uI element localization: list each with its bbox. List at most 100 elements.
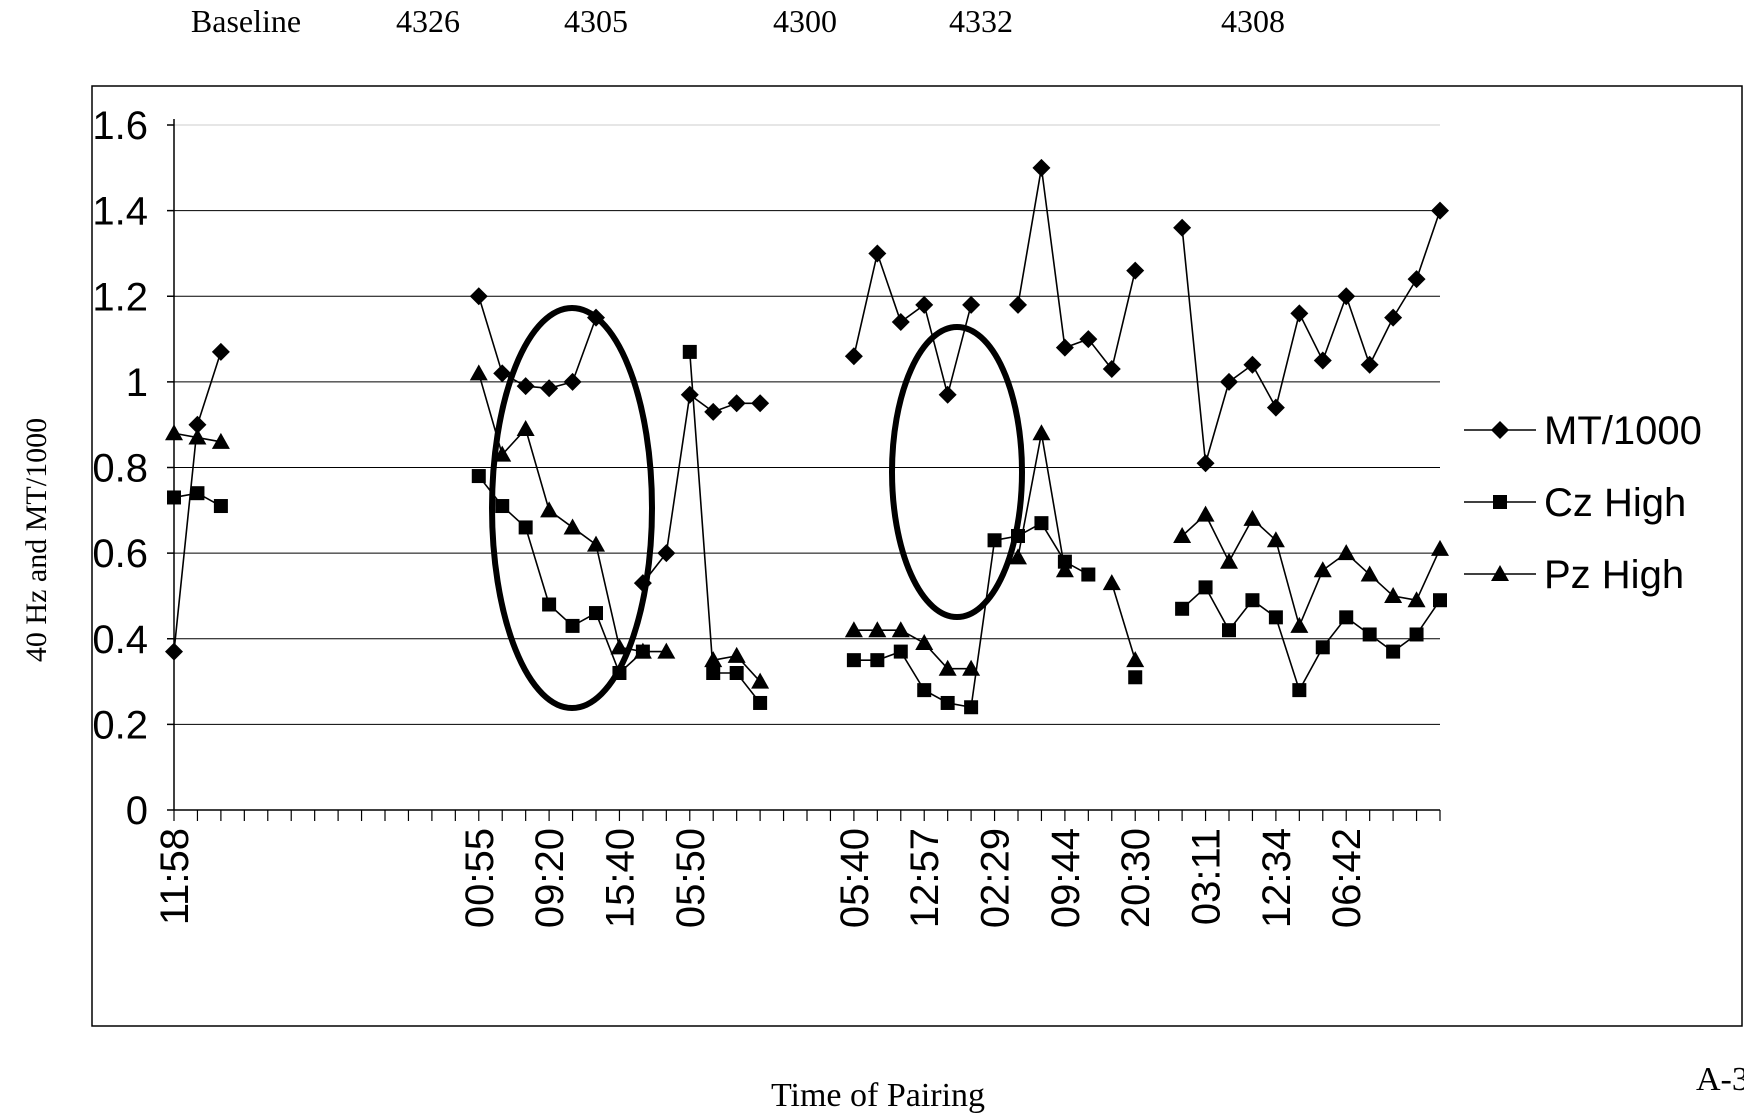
x-tick-label: 06:42 <box>1325 828 1369 928</box>
data-point <box>1407 270 1426 289</box>
series-line <box>1017 167 1137 371</box>
data-point <box>987 533 1002 548</box>
data-point <box>540 501 559 518</box>
data-point <box>1079 330 1098 349</box>
page-label: A-3 <box>1696 1061 1744 1098</box>
data-point <box>469 287 488 306</box>
data-point <box>565 618 580 633</box>
gridlines <box>174 124 1440 725</box>
data-point <box>1175 601 1190 616</box>
y-tick-label: 1 <box>126 361 148 405</box>
data-point <box>1173 218 1192 237</box>
x-tick-label: 12:57 <box>903 828 947 928</box>
data-point <box>493 445 512 462</box>
data-point <box>1386 644 1401 659</box>
series-line <box>688 351 761 704</box>
group-header: Baseline 4326 4305 4300 4332 4308 <box>191 3 1285 39</box>
legend-label: MT/1000 <box>1544 409 1702 453</box>
data-point <box>1407 591 1426 608</box>
y-tick-label: 0.4 <box>92 618 148 662</box>
data-point <box>610 638 629 655</box>
data-point <box>1220 372 1238 391</box>
legend-marker <box>1491 565 1509 581</box>
legend-label: Pz High <box>1544 553 1684 597</box>
data-point <box>1313 561 1332 578</box>
data-point <box>868 244 887 263</box>
data-point <box>1292 683 1307 698</box>
series-line <box>478 296 597 390</box>
data-point <box>657 544 676 563</box>
data-point <box>1055 338 1074 357</box>
data-point <box>516 419 535 436</box>
series-layer <box>165 158 1449 715</box>
data-point <box>1032 158 1051 177</box>
data-point <box>1431 201 1449 220</box>
data-point <box>190 486 205 501</box>
data-point <box>915 295 934 314</box>
y-tick-label: 0.8 <box>92 447 148 491</box>
data-point <box>891 312 910 331</box>
data-point <box>964 700 979 715</box>
data-point <box>213 499 228 514</box>
data-point <box>938 659 957 676</box>
data-point <box>1173 527 1192 543</box>
data-point <box>753 695 768 710</box>
y-tick-label: 1.2 <box>92 275 148 319</box>
data-point <box>587 535 605 552</box>
y-tick-label: 1.4 <box>92 190 148 234</box>
data-point <box>1339 610 1354 625</box>
data-point <box>165 642 183 661</box>
data-point <box>1196 505 1215 522</box>
data-point <box>165 424 183 441</box>
group-label: 4326 <box>396 3 460 39</box>
legend: MT/1000 Cz High Pz High <box>1464 409 1702 597</box>
data-point <box>495 499 510 514</box>
data-point <box>1431 539 1449 556</box>
data-point <box>1128 670 1143 685</box>
data-point <box>1266 531 1285 548</box>
data-point <box>1315 640 1330 655</box>
legend-marker <box>1493 495 1507 509</box>
data-point <box>167 490 181 505</box>
data-point <box>917 683 932 698</box>
x-tick-label: 11:58 <box>153 828 197 925</box>
data-point <box>1362 627 1377 642</box>
x-tick-label: 15:40 <box>598 828 642 928</box>
data-point <box>1032 424 1051 441</box>
series-square <box>167 344 1447 715</box>
y-tick-label: 1.6 <box>92 104 148 148</box>
series-diamond <box>165 158 1449 661</box>
y-tick-label: 0.6 <box>92 532 148 576</box>
data-point <box>1360 355 1379 374</box>
data-point <box>938 385 957 404</box>
group-label: 4305 <box>564 3 628 39</box>
data-point <box>706 666 721 680</box>
legend-item: MT/1000 <box>1464 409 1702 453</box>
data-point <box>682 344 697 359</box>
data-point <box>870 653 885 668</box>
data-point <box>540 379 559 398</box>
legend-item: Pz High <box>1464 553 1684 597</box>
data-point <box>1102 574 1121 591</box>
data-point <box>1126 261 1145 280</box>
data-point <box>471 469 486 484</box>
data-point <box>704 651 723 668</box>
y-tick-label: 0.2 <box>92 703 148 747</box>
data-point <box>1222 623 1236 638</box>
data-point <box>704 402 723 421</box>
data-point <box>893 644 908 659</box>
data-point <box>729 666 744 680</box>
series-line <box>1181 210 1441 464</box>
data-point <box>1009 548 1027 565</box>
x-tick-label: 09:44 <box>1044 828 1088 928</box>
data-point <box>962 659 981 676</box>
data-point <box>915 634 934 651</box>
group-label: 4308 <box>1221 3 1285 39</box>
data-point <box>563 518 582 535</box>
data-point <box>188 428 207 445</box>
legend-marker <box>1491 421 1509 439</box>
data-point <box>211 432 230 449</box>
data-point <box>1055 561 1074 578</box>
data-point <box>1409 627 1424 642</box>
data-point <box>1243 509 1262 526</box>
